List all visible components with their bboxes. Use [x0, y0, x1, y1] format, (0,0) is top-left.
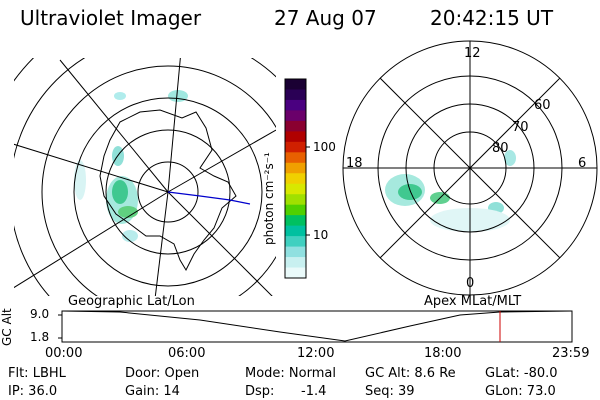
mlat-label-80: 80	[492, 141, 509, 156]
gc-alt-readout: GC Alt: 8.6 Re	[365, 366, 456, 381]
colorbar-segment	[285, 267, 306, 279]
altitude-xtick-label: 06:00	[168, 346, 206, 361]
colorbar-unit-label: photon cm⁻²s⁻¹	[262, 152, 276, 245]
glat-readout: GLat: -80.0	[485, 366, 558, 381]
mag-polar-map	[342, 40, 598, 296]
mlat-label-70: 70	[512, 120, 529, 135]
colorbar-segment	[285, 183, 306, 195]
geo-coastline	[99, 109, 237, 272]
mode-readout: Mode: Normal	[245, 366, 336, 381]
mlt-label-12: 12	[464, 46, 481, 61]
altitude-xtick-label: 00:00	[45, 346, 83, 361]
altitude-xtick-label: 18:00	[424, 346, 462, 361]
colorbar-segment	[285, 110, 306, 122]
filter-readout: Flt: LBHL	[8, 366, 66, 381]
dsp-value: -1.4	[301, 384, 327, 399]
colorbar-segment	[285, 89, 306, 101]
colorbar-segment	[285, 131, 306, 143]
mag-panel-caption: Apex MLat/MLT	[424, 294, 522, 309]
geo-panel-caption: Geographic Lat/Lon	[68, 294, 195, 309]
colorbar-segment	[285, 173, 306, 185]
door-readout: Door: Open	[125, 366, 200, 381]
mlt-label-0: 0	[466, 276, 475, 291]
altitude-ytick-label: 1.8	[30, 330, 50, 344]
instrument-title: Ultraviolet Imager	[20, 6, 202, 30]
geo-aurora-emission	[74, 90, 188, 242]
geo-lat-circle-60	[73, 97, 263, 287]
geo-lat-circle-80	[137, 161, 199, 223]
mag-meridian-diagonal	[379, 77, 561, 259]
geo-meridian	[14, 191, 169, 289]
colorbar-segment	[285, 236, 306, 248]
date-label: 27 Aug 07	[274, 6, 377, 30]
colorbar-tick-label: 100	[313, 140, 336, 154]
geo-meridian	[167, 129, 276, 193]
colorbar-segment	[285, 152, 306, 164]
altitude-xtick-label: 23:59	[552, 346, 590, 361]
seq-readout: Seq: 39	[365, 384, 415, 399]
geo-meridian	[167, 58, 181, 193]
mlt-label-6: 6	[578, 156, 587, 171]
colorbar-segment	[285, 204, 306, 216]
colorbar-segment	[285, 246, 306, 258]
colorbar-segment	[285, 99, 306, 111]
ip-readout: IP: 36.0	[8, 384, 58, 399]
mag-aurora-emission	[385, 150, 516, 232]
colorbar-frame	[284, 78, 307, 279]
altitude-y-label: GC Alt	[0, 308, 14, 346]
colorbar-segment	[285, 225, 306, 237]
geo-track-line	[167, 191, 251, 205]
colorbar-segment	[285, 194, 306, 206]
colorbar-segment	[285, 162, 306, 174]
gain-readout: Gain: 14	[125, 384, 180, 399]
geo-lat-circle-70	[105, 129, 231, 255]
colorbar-segment	[285, 79, 306, 90]
glon-readout: GLon: 73.0	[485, 384, 556, 399]
colorbar-tick-label: 10	[313, 228, 329, 242]
colorbar-segment	[285, 215, 306, 227]
colorbar-segment	[285, 257, 306, 269]
altitude-xtick-label: 12:00	[297, 346, 335, 361]
altitude-ytick-label: 9.0	[30, 307, 50, 321]
colorbar-segment	[285, 120, 306, 132]
geo-lat-circle-50	[41, 65, 276, 296]
mlt-label-18: 18	[346, 156, 363, 171]
colorbar-segment	[285, 141, 306, 153]
geo-meridian	[154, 191, 169, 296]
dsp-label: Dsp:	[245, 384, 275, 399]
geo-meridian	[167, 191, 273, 296]
altitude-curve	[61, 310, 573, 342]
colorbar	[285, 79, 306, 279]
time-label: 20:42:15 UT	[430, 6, 554, 30]
mlat-label-60: 60	[534, 98, 551, 113]
geo-meridian	[59, 59, 169, 193]
geo-meridian	[14, 143, 169, 193]
altitude-plot-frame	[61, 310, 573, 343]
